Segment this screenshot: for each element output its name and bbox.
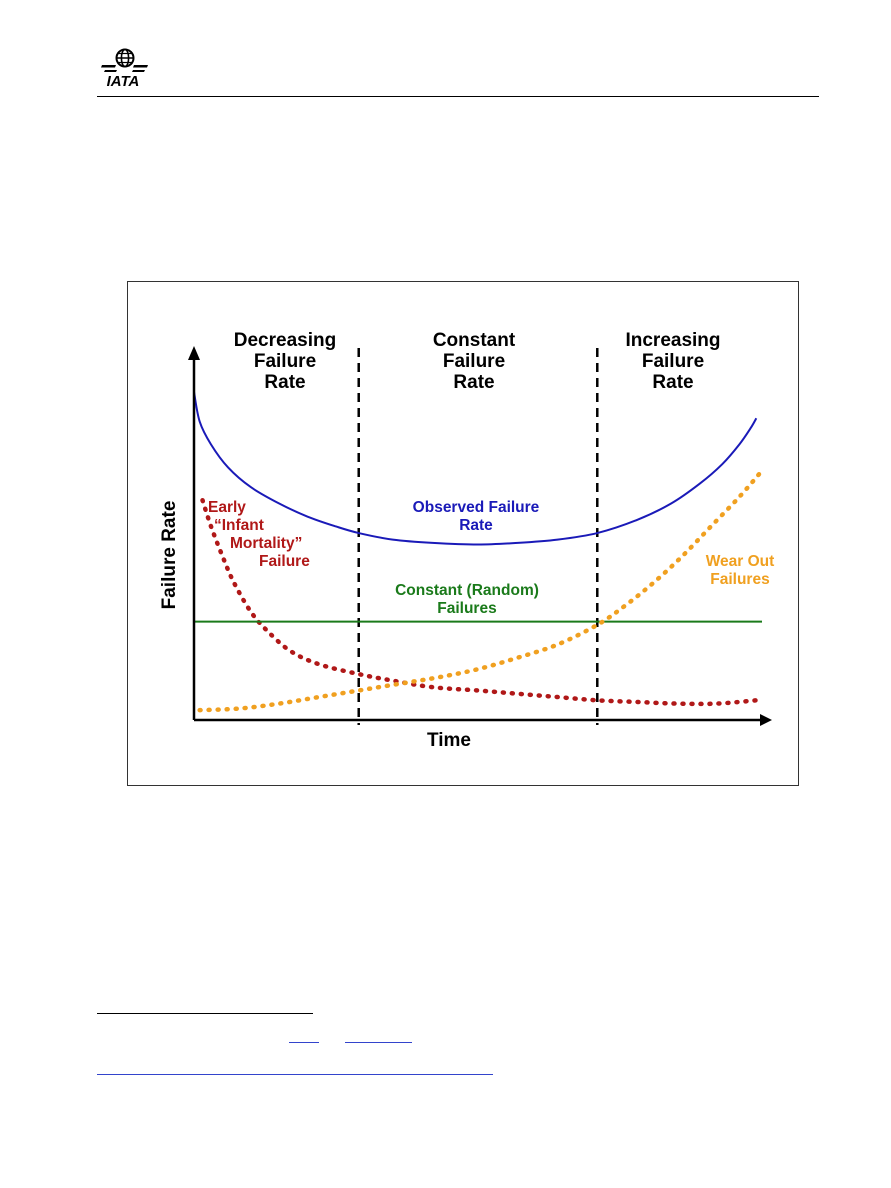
observed-failure-rate-line bbox=[193, 391, 758, 546]
region-label: Decreasing Failure Rate bbox=[234, 330, 336, 393]
footnote-link[interactable] bbox=[289, 1042, 319, 1043]
globe-icon: IATA bbox=[101, 48, 148, 90]
x-axis-label: Time bbox=[427, 730, 471, 751]
region-label: Constant Failure Rate bbox=[433, 330, 516, 393]
region-label: Increasing Failure Rate bbox=[625, 330, 720, 393]
figure-frame: Decreasing Failure Rate Constant Failure Rate… bbox=[127, 281, 799, 786]
footnote-link[interactable] bbox=[97, 1074, 493, 1075]
footnote-rule bbox=[97, 1013, 313, 1014]
x-axis-arrow bbox=[760, 714, 772, 726]
wear-out-label: Wear Out Failures bbox=[706, 553, 775, 588]
y-axis-arrow bbox=[188, 346, 200, 360]
header-rule bbox=[97, 96, 819, 97]
wear-out-line bbox=[197, 468, 765, 713]
footnote-link[interactable] bbox=[345, 1042, 412, 1043]
region-labels: Decreasing Failure Rate Constant Failure Rate… bbox=[234, 330, 721, 393]
observed-failure-rate-label: Observed Failure Rate bbox=[413, 499, 540, 534]
infant-mortality-line bbox=[200, 497, 759, 707]
series-lines bbox=[193, 391, 765, 713]
bathtub-curve-chart: Decreasing Failure Rate Constant Failure Rate… bbox=[159, 330, 774, 751]
y-axis-label: Failure Rate bbox=[159, 501, 180, 610]
constant-random-label: Constant (Random) Failures bbox=[395, 582, 539, 617]
region-boundaries bbox=[357, 348, 599, 725]
iata-logo: IATA bbox=[96, 46, 150, 90]
series-labels: Observed Failure Rate Early “Infant Mortalit… bbox=[208, 499, 774, 617]
axes bbox=[188, 346, 772, 726]
logo-text: IATA bbox=[107, 73, 140, 90]
infant-mortality-label: Early “Infant Mortality” Failure bbox=[208, 499, 310, 570]
